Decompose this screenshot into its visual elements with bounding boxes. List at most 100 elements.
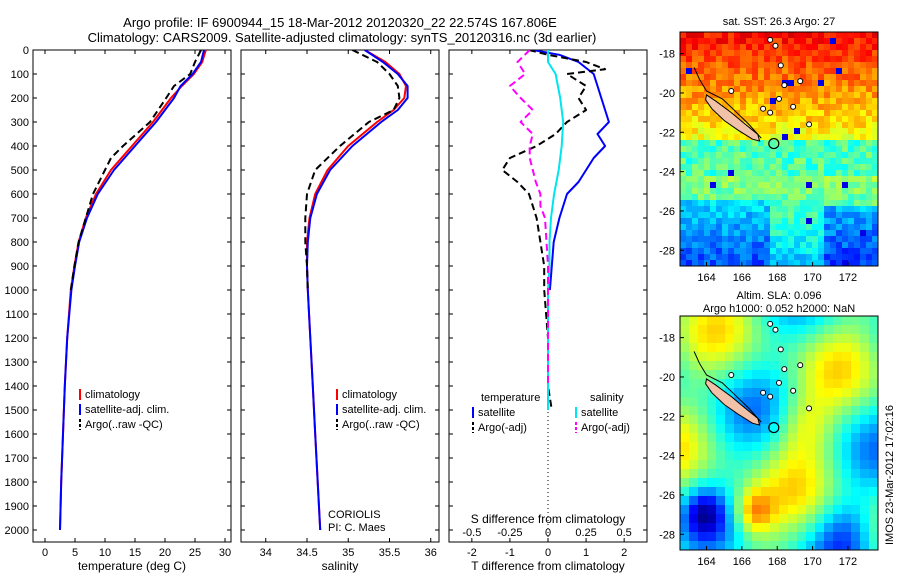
- map-cell: [716, 248, 723, 255]
- map-cell: [716, 433, 726, 443]
- map-cell: [779, 442, 789, 452]
- map-cell: [707, 451, 717, 461]
- map-cell: [788, 44, 795, 51]
- map-cell: [743, 523, 753, 533]
- y-tick-label: 600: [11, 189, 29, 201]
- map-cell: [842, 146, 849, 153]
- map-cell: [818, 194, 825, 201]
- map-cell: [686, 86, 693, 93]
- map-cell: [794, 80, 801, 87]
- map-cell: [836, 116, 843, 123]
- map-cell: [800, 254, 807, 261]
- map-cell: [734, 80, 741, 87]
- map-cell: [830, 110, 837, 117]
- map-cell: [830, 116, 837, 123]
- map-cell: [866, 224, 873, 231]
- map-cell: [704, 176, 711, 183]
- map-cell: [710, 152, 717, 159]
- map-cell: [860, 122, 867, 129]
- map-cell: [686, 50, 693, 57]
- map-cell: [860, 152, 867, 159]
- map-cell: [779, 334, 789, 344]
- map-cell: [812, 176, 819, 183]
- map-cell: [770, 104, 777, 111]
- map-cell: [686, 164, 693, 171]
- map-cell: [746, 200, 753, 207]
- map-cell: [806, 32, 813, 39]
- map-cell: [686, 152, 693, 159]
- map-cell: [761, 523, 771, 533]
- map-cell: [686, 92, 693, 99]
- map-cell: [776, 170, 783, 177]
- map-cell: [698, 248, 705, 255]
- map-cell: [806, 116, 813, 123]
- map-cell: [830, 86, 837, 93]
- map-cell: [758, 200, 765, 207]
- map-cell: [692, 248, 699, 255]
- map-cell: [770, 230, 777, 237]
- map-cell: [710, 86, 717, 93]
- map-cell: [872, 206, 878, 213]
- map-cell: [866, 236, 873, 243]
- map-cell: [686, 206, 693, 213]
- map-cell: [770, 92, 777, 99]
- map-cell: [824, 224, 831, 231]
- map-cell: [692, 44, 699, 51]
- map-cell: [872, 86, 878, 93]
- map-cell: [692, 38, 699, 45]
- map-cell: [848, 92, 855, 99]
- map-cell: [860, 200, 867, 207]
- map-cell: [788, 152, 795, 159]
- map-cell: [746, 68, 753, 75]
- map-cell: [833, 325, 843, 335]
- map-cell: [716, 242, 723, 249]
- map-cell: [752, 442, 762, 452]
- map-cell: [704, 80, 711, 87]
- imos-watermark: IMOS 23-Mar-2012 17:02:16: [884, 405, 896, 545]
- map-cell: [746, 224, 753, 231]
- map-cell: [848, 254, 855, 261]
- map-cell: [680, 170, 687, 177]
- map-cell: [812, 140, 819, 147]
- map-cell: [848, 152, 855, 159]
- map-cell: [788, 98, 795, 105]
- map-cell: [770, 460, 780, 470]
- map-cell: [725, 325, 735, 335]
- map-cell: [698, 505, 708, 515]
- map-cell: [866, 212, 873, 219]
- map-cell: [815, 397, 825, 407]
- map-cell: [797, 442, 807, 452]
- legend-label: Argo(..raw -QC): [85, 419, 163, 431]
- map-cell: [710, 56, 717, 63]
- map-cell: [698, 110, 705, 117]
- map-cell: [686, 74, 693, 81]
- map-cell: [734, 254, 741, 261]
- map-cell: [716, 194, 723, 201]
- map-cell: [758, 164, 765, 171]
- map-cell: [869, 406, 878, 416]
- map-cell: [752, 110, 759, 117]
- map-cell: [860, 224, 867, 231]
- x-axis-label: T difference from climatology: [471, 559, 625, 573]
- map-cell: [818, 50, 825, 57]
- map-cell: [824, 242, 831, 249]
- salinity-tick-label: -0.5: [462, 527, 481, 539]
- map-cell: [836, 212, 843, 219]
- map-cell: [782, 146, 789, 153]
- map-cell: [776, 200, 783, 207]
- map-cell: [746, 182, 753, 189]
- map-cell: [761, 361, 771, 371]
- map-cell: [806, 352, 816, 362]
- map-cell: [752, 260, 759, 266]
- map-cell: [797, 451, 807, 461]
- map-cell: [800, 116, 807, 123]
- map-cell: [812, 224, 819, 231]
- map-cell: [692, 128, 699, 135]
- series-group: [59, 50, 207, 531]
- map-cell: [842, 469, 852, 479]
- map-cell: [689, 397, 699, 407]
- sla-map-panel: Altim. SLA: 0.096 Argo h1000: 0.052 h200…: [659, 290, 879, 568]
- map-cell: [764, 260, 771, 266]
- map-cell: [752, 140, 759, 147]
- legend-label: Argo(-adj): [478, 422, 527, 434]
